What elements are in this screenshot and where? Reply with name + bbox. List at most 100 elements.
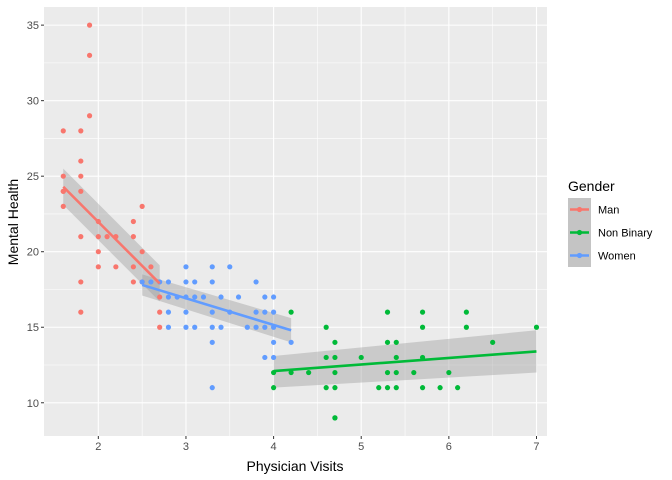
non-binary-point: [411, 369, 417, 376]
non-binary-point: [393, 354, 399, 361]
legend-label-non-binary: Non Binary: [598, 228, 653, 240]
women-point: [165, 294, 172, 300]
man-point: [95, 234, 101, 240]
women-point: [183, 309, 189, 315]
women-point: [253, 279, 259, 285]
non-binary-point: [384, 309, 391, 315]
man-point: [130, 264, 136, 270]
non-binary-point: [393, 339, 399, 345]
non-binary-point: [306, 369, 312, 376]
man-point: [104, 234, 110, 240]
legend-marker-women: [576, 252, 583, 259]
women-point: [200, 294, 207, 300]
man-point: [78, 128, 84, 134]
non-binary-point: [288, 369, 294, 376]
women-point: [270, 294, 277, 300]
y-tick-labels: 10 15 20 25 30 35: [27, 20, 39, 410]
women-point: [209, 309, 215, 315]
women-point: [227, 264, 233, 270]
man-point: [130, 234, 136, 240]
non-binary-point: [463, 324, 469, 330]
non-binary-point: [384, 385, 391, 391]
non-binary-point: [332, 369, 338, 376]
non-binary-point: [393, 369, 399, 376]
women-point: [165, 279, 172, 285]
non-binary-point: [384, 369, 391, 376]
man-point: [95, 249, 101, 255]
man-point: [157, 324, 163, 330]
non-binary-point: [376, 385, 382, 391]
women-point: [218, 294, 224, 300]
women-point: [262, 309, 268, 315]
non-binary-point: [332, 354, 338, 361]
man-point: [78, 158, 84, 164]
man-point: [139, 249, 145, 255]
women-point: [165, 324, 172, 330]
man-point: [95, 264, 101, 270]
non-binary-point: [463, 309, 469, 315]
non-binary-point: [332, 415, 338, 421]
y-tick-label: 30: [27, 96, 39, 108]
women-point: [262, 354, 268, 361]
man-point: [78, 234, 84, 240]
y-tick-label: 25: [27, 171, 39, 183]
x-tick-label: 6: [446, 441, 452, 453]
non-binary-point: [419, 324, 426, 330]
man-point: [60, 128, 66, 134]
women-point: [235, 294, 242, 300]
women-point: [148, 279, 154, 285]
non-binary-point: [419, 309, 426, 315]
man-point: [130, 279, 136, 285]
y-tick-label: 35: [27, 20, 39, 32]
women-point: [209, 264, 215, 270]
non-binary-point: [393, 385, 399, 391]
x-tick-labels: 2 3 4 5 6 7: [95, 441, 539, 453]
women-point: [253, 309, 259, 315]
non-binary-point: [332, 339, 338, 345]
legend-marker-non-binary: [576, 229, 583, 236]
y-tick-label: 20: [27, 247, 39, 259]
man-point: [86, 22, 93, 28]
non-binary-point: [323, 385, 329, 391]
legend-label-women: Women: [598, 251, 636, 263]
legend: Gender Man Non Binary Women: [568, 178, 653, 267]
axis-ticks: [41, 24, 537, 439]
women-point: [270, 354, 277, 361]
non-binary-point: [358, 354, 364, 361]
legend-title: Gender: [568, 178, 615, 194]
women-point: [209, 339, 215, 345]
women-trend-line: [141, 283, 292, 332]
women-point: [192, 324, 198, 330]
non-binary-point: [323, 324, 329, 330]
non-binary-point: [455, 385, 461, 391]
y-tick-label: 10: [27, 398, 39, 410]
women-point: [209, 385, 215, 391]
non-binary-point: [419, 385, 426, 391]
x-tick-label: 4: [271, 441, 277, 453]
man-point: [78, 309, 84, 315]
women-point: [218, 324, 224, 330]
non-binary-point: [533, 324, 540, 330]
women-point: [253, 324, 259, 330]
non-binary-point: [332, 385, 338, 391]
women-point: [183, 264, 189, 270]
women-point: [192, 294, 198, 300]
non-binary-point: [490, 339, 496, 345]
non-binary-point: [270, 385, 277, 391]
x-tick-label: 5: [358, 441, 364, 453]
minor-gridlines: [44, 7, 547, 436]
non-binary-point: [323, 354, 329, 361]
x-tick-label: 2: [95, 441, 101, 453]
man-point: [157, 294, 163, 300]
man-point: [139, 203, 145, 209]
plot-panel: [44, 7, 547, 436]
legend-label-man: Man: [598, 205, 619, 217]
man-trend-line: [62, 185, 161, 285]
non-binary-trend-line: [273, 350, 537, 373]
trend-lines: [62, 185, 537, 373]
women-point: [165, 309, 172, 315]
man-point: [157, 309, 163, 315]
x-tick-label: 7: [533, 441, 539, 453]
non-binary-point: [288, 309, 294, 315]
y-axis-title: Mental Health: [5, 179, 21, 265]
